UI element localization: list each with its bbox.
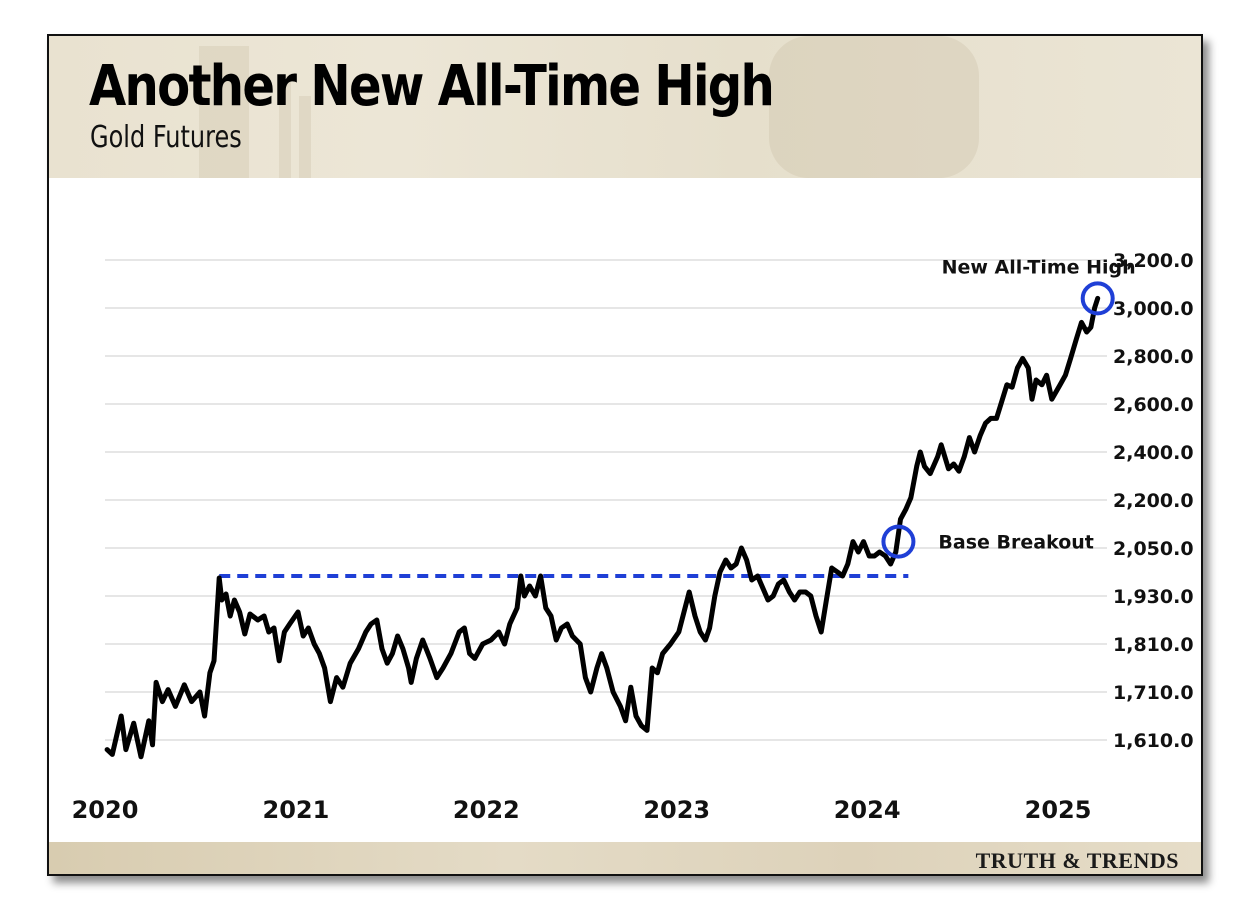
y-axis-labels: 1,610.0 1,710.0 1,810.0 1,930.0 2,050.0 2,200… <box>1113 250 1194 752</box>
y-tick-label: 2,600.0 <box>1113 394 1194 416</box>
y-tick-label: 2,800.0 <box>1113 346 1194 368</box>
brand-logo: TRUTH & TRENDS <box>975 848 1179 873</box>
y-tick-label: 1,610.0 <box>1113 730 1194 752</box>
x-tick-label: 2020 <box>72 796 139 824</box>
y-tick-label: 3,000.0 <box>1113 298 1194 320</box>
gold-futures-chart: 1,610.0 1,710.0 1,810.0 1,930.0 2,050.0 2,200… <box>72 250 1194 824</box>
chart-subtitle: Gold Futures <box>90 120 242 155</box>
x-axis-labels: 2020 2021 2022 2023 2024 2025 <box>72 796 1092 824</box>
y-tick-label: 2,200.0 <box>1113 490 1194 512</box>
grid-lines <box>105 259 1107 741</box>
header-decoration <box>199 46 249 178</box>
header-decoration <box>279 76 291 178</box>
y-tick-label: 2,050.0 <box>1113 538 1194 560</box>
y-tick-label: 1,810.0 <box>1113 634 1194 656</box>
chart-header: Another New All-Time High Gold Futures <box>49 36 1201 178</box>
y-tick-label: 2,400.0 <box>1113 442 1194 464</box>
x-tick-label: 2025 <box>1025 796 1092 824</box>
x-tick-label: 2024 <box>834 796 901 824</box>
x-tick-label: 2023 <box>643 796 710 824</box>
y-tick-label: 3,200.0 <box>1113 250 1194 272</box>
x-tick-label: 2022 <box>453 796 520 824</box>
all-time-high-marker <box>1080 281 1115 316</box>
all-time-high-annotation: New All-Time High <box>942 256 1136 278</box>
base-breakout-marker <box>881 524 916 559</box>
base-breakout-annotation: Base Breakout <box>938 532 1093 554</box>
gold-price-line <box>104 295 1101 760</box>
y-tick-label: 1,930.0 <box>1113 586 1194 608</box>
header-decoration <box>769 36 979 178</box>
x-tick-label: 2021 <box>263 796 330 824</box>
chart-frame: Another New All-Time High Gold Futures 1… <box>47 34 1203 876</box>
y-tick-label: 1,710.0 <box>1113 682 1194 704</box>
header-decoration <box>299 96 311 178</box>
chart-title: Another New All-Time High <box>89 54 775 119</box>
chart-footer: TRUTH & TRENDS <box>49 842 1201 874</box>
